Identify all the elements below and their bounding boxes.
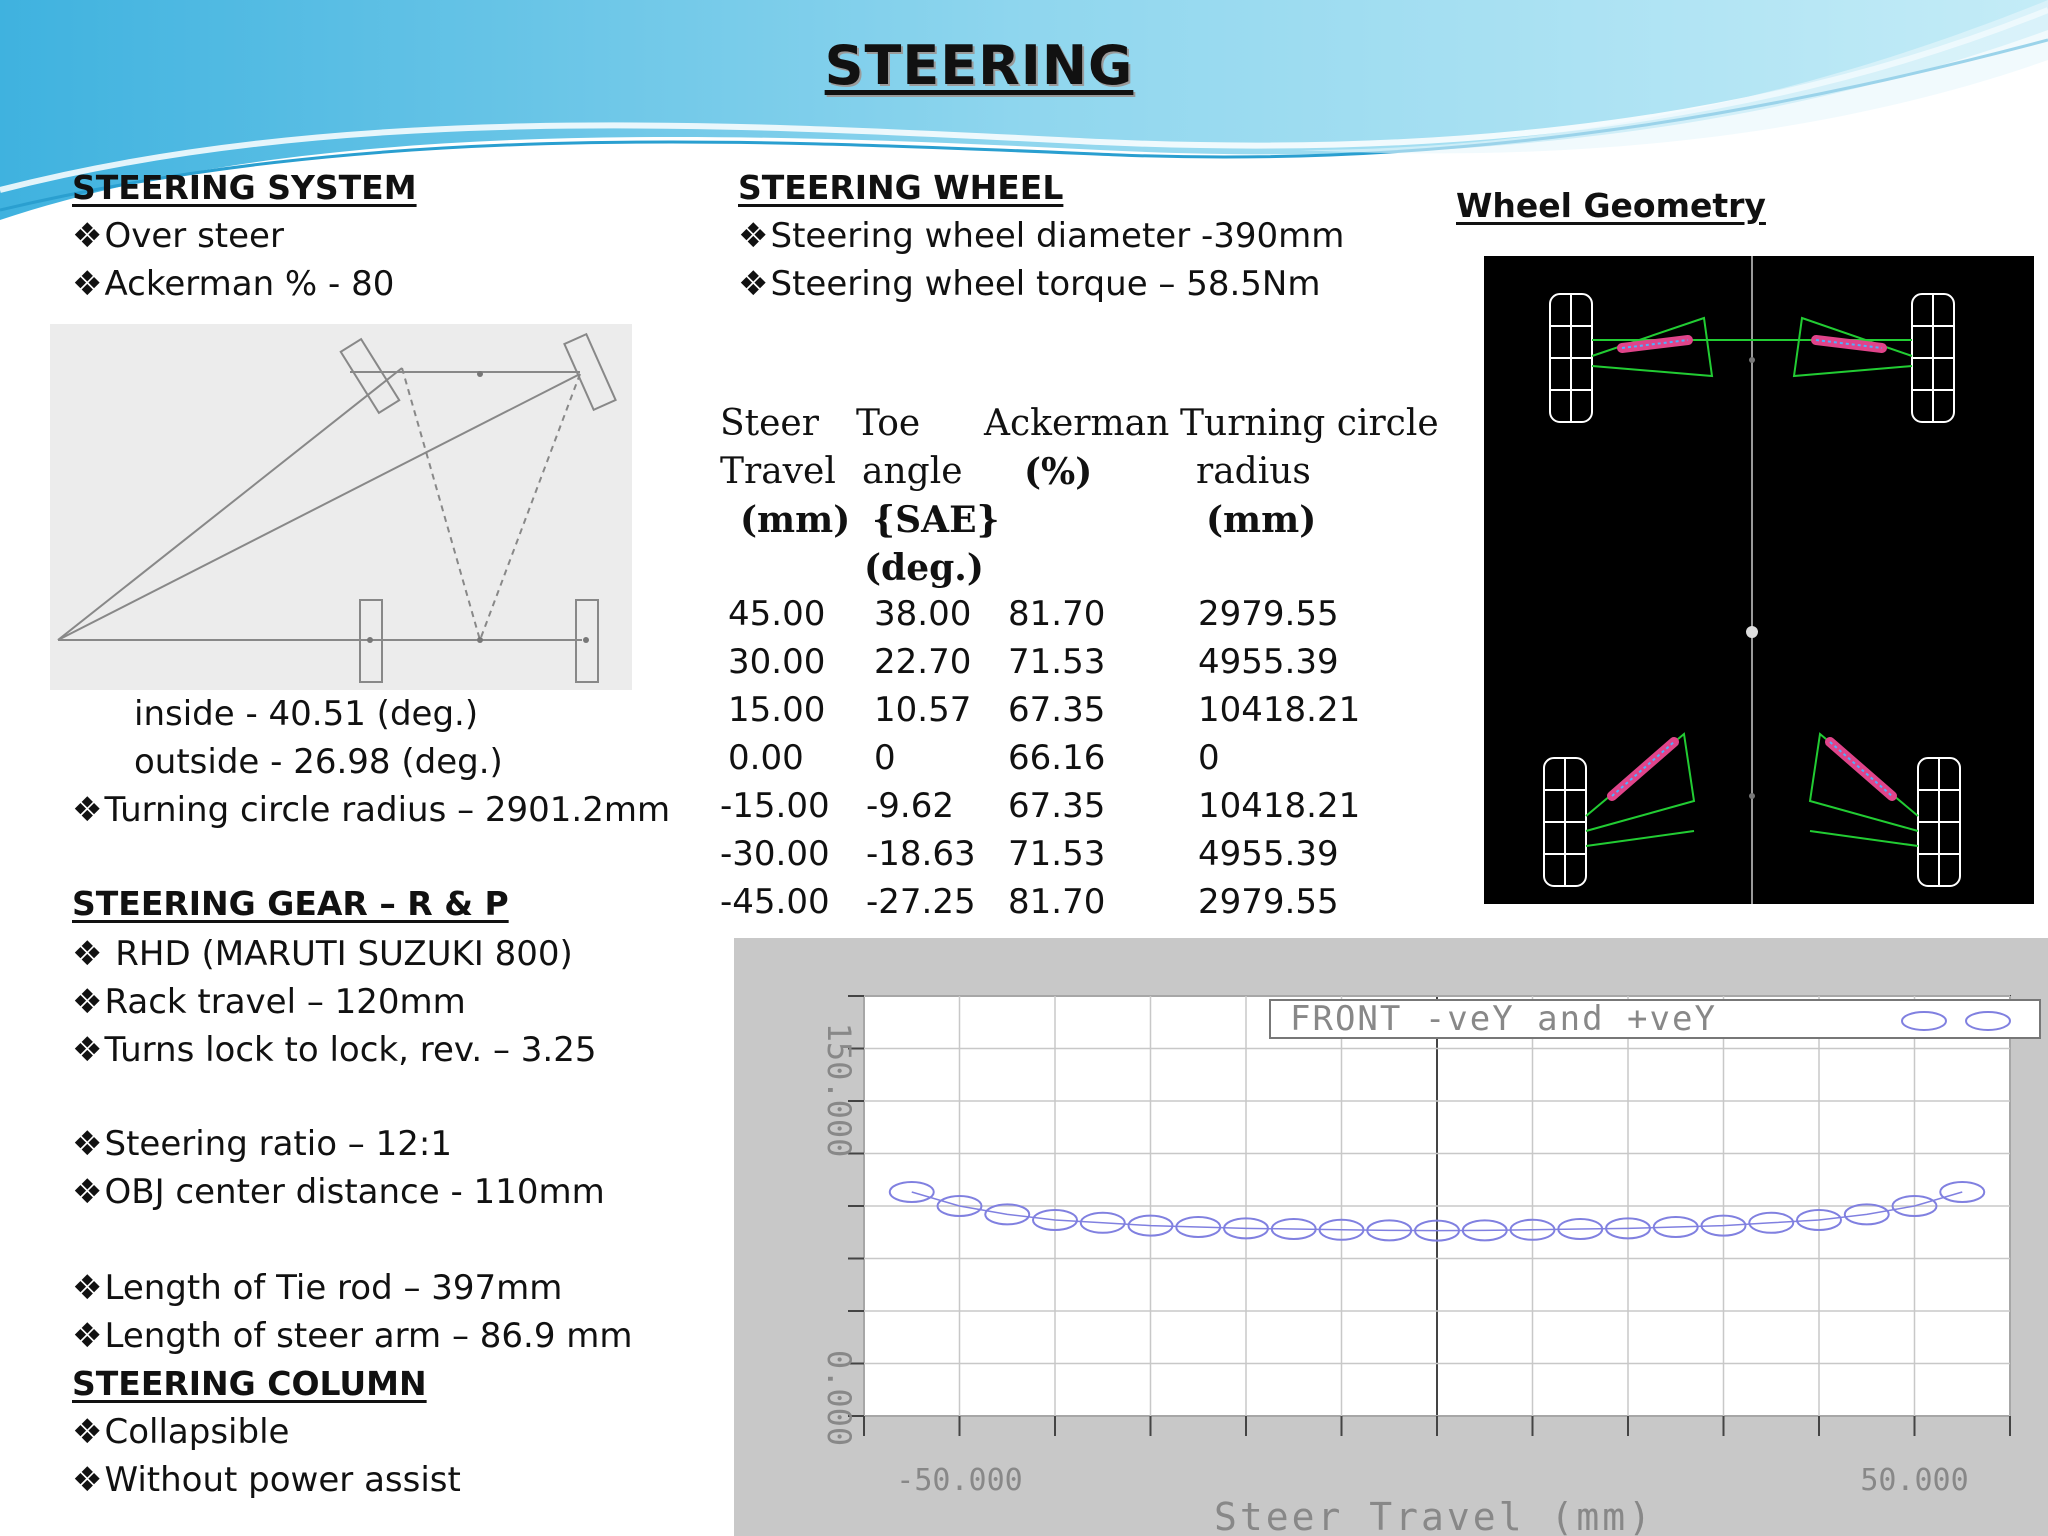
data-point bbox=[1223, 1217, 1269, 1240]
table-cell: -15.00 bbox=[720, 786, 830, 826]
steering-column-heading: STEERING COLUMN bbox=[72, 1364, 427, 1403]
data-point bbox=[1796, 1209, 1842, 1231]
steering-system-item: Ackerman % - 80 bbox=[72, 260, 394, 308]
table-cell: 15.00 bbox=[728, 690, 826, 730]
table-cell: -18.63 bbox=[866, 834, 976, 874]
table-cell: 71.53 bbox=[1008, 642, 1106, 682]
steering-gear-item: Length of steer arm – 86.9 mm bbox=[72, 1312, 632, 1360]
table-header-turning-circle: Turning circle radius (mm) bbox=[1180, 403, 1439, 541]
table-cell: 71.53 bbox=[1008, 834, 1106, 874]
table-cell: 10.57 bbox=[874, 690, 972, 730]
data-point bbox=[1414, 1219, 1460, 1242]
data-markers bbox=[888, 1181, 1986, 1242]
steering-gear-item: Turns lock to lock, rev. – 3.25 bbox=[72, 1026, 596, 1074]
table-cell: 0 bbox=[1198, 738, 1220, 778]
steering-gear-item: OBJ center distance - 110mm bbox=[72, 1168, 604, 1216]
table-header-ackerman: Ackerman (%) bbox=[984, 403, 1170, 493]
table-cell: 0 bbox=[874, 738, 896, 778]
page-title: STEERING bbox=[824, 34, 1134, 97]
steering-wheel-item: Steering wheel diameter -390mm bbox=[738, 212, 1344, 260]
table-cell: 22.70 bbox=[874, 642, 972, 682]
legend-marker bbox=[1901, 1011, 1947, 1031]
data-point bbox=[1175, 1216, 1222, 1238]
ackerman-linkage-diagram bbox=[50, 324, 632, 690]
steering-system-item: Over steer bbox=[72, 212, 283, 260]
series-line bbox=[911, 1191, 1963, 1232]
data-point bbox=[1079, 1211, 1126, 1234]
data-point bbox=[1652, 1216, 1699, 1238]
table-cell: 10418.21 bbox=[1198, 690, 1361, 730]
wheel-geometry-diagram bbox=[1484, 256, 2034, 904]
data-point bbox=[984, 1203, 1031, 1226]
data-point bbox=[1700, 1214, 1747, 1237]
data-point bbox=[1557, 1217, 1604, 1240]
header-wave bbox=[0, 0, 2048, 220]
steering-wheel-heading: STEERING WHEEL bbox=[738, 168, 1064, 207]
legend-label: FRONT -veY and +veY bbox=[1290, 999, 1717, 1039]
steering-gear-item: Length of Tie rod – 397mm bbox=[72, 1264, 562, 1312]
data-point bbox=[1509, 1218, 1556, 1241]
table-cell: 4955.39 bbox=[1198, 642, 1339, 682]
table-cell: -30.00 bbox=[720, 834, 830, 874]
axis-ticks bbox=[848, 995, 2011, 1436]
table-cell: -9.62 bbox=[866, 786, 954, 826]
legend-box: FRONT -veY and +veY bbox=[1269, 999, 2041, 1039]
steering-column-item: Without power assist bbox=[72, 1456, 460, 1504]
data-point bbox=[1318, 1218, 1365, 1241]
table-cell: 2979.55 bbox=[1198, 594, 1339, 634]
table-cell: 45.00 bbox=[728, 594, 826, 634]
steering-gear-item: Steering ratio – 12:1 bbox=[72, 1120, 451, 1168]
table-cell: 0.00 bbox=[728, 738, 804, 778]
data-point bbox=[1032, 1209, 1078, 1231]
table-cell: 10418.21 bbox=[1198, 786, 1361, 826]
inside-angle: inside - 40.51 (deg.) bbox=[134, 694, 479, 734]
table-cell: 67.35 bbox=[1008, 786, 1106, 826]
table-cell: 4955.39 bbox=[1198, 834, 1339, 874]
data-point bbox=[1748, 1211, 1795, 1234]
table-cell: 30.00 bbox=[728, 642, 826, 682]
data-point bbox=[1605, 1217, 1651, 1240]
data-point bbox=[1461, 1219, 1508, 1242]
y-tick-label-top: 150.000 bbox=[820, 1023, 858, 1158]
data-point bbox=[1891, 1195, 1938, 1217]
data-point bbox=[936, 1195, 983, 1217]
data-point bbox=[1270, 1217, 1317, 1240]
table-cell: 81.70 bbox=[1008, 882, 1106, 922]
data-point bbox=[1127, 1214, 1174, 1237]
steer-travel-chart: FRONT -veY and +veY 150.000 0.000 -50.00… bbox=[734, 938, 2048, 1536]
steering-system-heading: STEERING SYSTEM bbox=[72, 168, 417, 207]
data-point bbox=[1939, 1181, 1986, 1203]
table-cell: -45.00 bbox=[720, 882, 830, 922]
wheel-geometry-heading: Wheel Geometry bbox=[1456, 186, 1766, 225]
steering-wheel-item: Steering wheel torque – 58.5Nm bbox=[738, 260, 1320, 308]
table-cell: 81.70 bbox=[1008, 594, 1106, 634]
table-header-toe-angle: Toe angle {SAE} (deg.) bbox=[856, 403, 1000, 589]
table-cell: 38.00 bbox=[874, 594, 972, 634]
steering-gear-item: Rack travel – 120mm bbox=[72, 978, 465, 1026]
outside-angle: outside - 26.98 (deg.) bbox=[134, 742, 503, 782]
steering-column-item: Collapsible bbox=[72, 1408, 289, 1456]
x-tick-label-right: 50.000 bbox=[1860, 1463, 1968, 1498]
table-cell: 2979.55 bbox=[1198, 882, 1339, 922]
table-cell: 67.35 bbox=[1008, 690, 1106, 730]
data-point bbox=[888, 1181, 935, 1203]
table-header-steer-travel: Steer Travel (mm) bbox=[720, 403, 851, 541]
x-axis-label: Steer Travel (mm) bbox=[1214, 1495, 1654, 1536]
y-tick-label-bottom: 0.000 bbox=[820, 1350, 858, 1446]
legend-marker bbox=[1965, 1011, 2011, 1031]
table-cell: -27.25 bbox=[866, 882, 976, 922]
steering-gear-heading: STEERING GEAR – R & P bbox=[72, 884, 509, 923]
data-point bbox=[1366, 1219, 1413, 1242]
table-cell: 66.16 bbox=[1008, 738, 1106, 778]
turning-circle-radius: Turning circle radius – 2901.2mm bbox=[72, 786, 670, 834]
data-point bbox=[1843, 1203, 1890, 1226]
x-tick-label-left: -50.000 bbox=[896, 1463, 1022, 1498]
steering-gear-item: RHD (MARUTI SUZUKI 800) bbox=[72, 930, 573, 978]
